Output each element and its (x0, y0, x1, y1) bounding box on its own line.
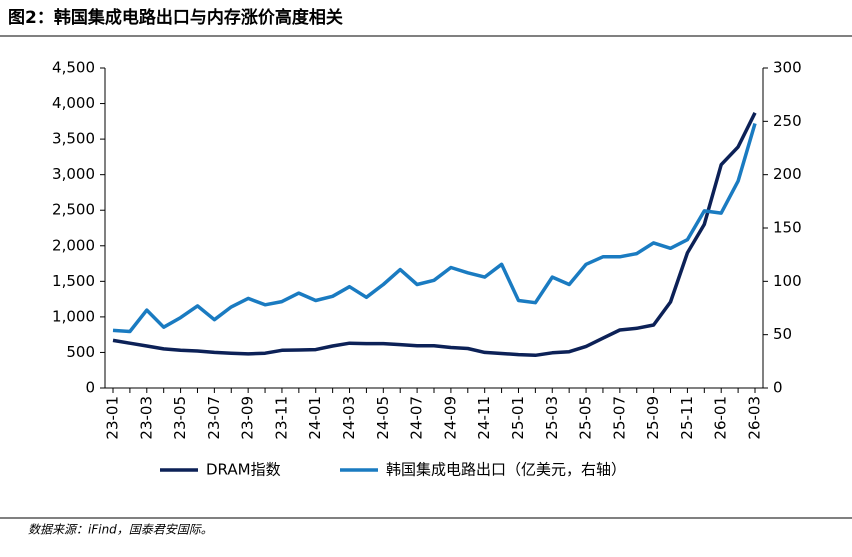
x-tick-label: 25-11 (678, 396, 696, 440)
x-tick-label: 24-09 (441, 396, 459, 440)
y-tick-label: 1,500 (52, 272, 95, 290)
y2-tick-label: 100 (773, 272, 802, 290)
y-tick-label: 4,500 (52, 59, 95, 77)
legend-label: DRAM指数 (206, 461, 281, 479)
y2-tick-label: 300 (773, 59, 802, 77)
x-tick-label: 25-03 (543, 396, 561, 440)
y2-tick-label: 250 (773, 112, 802, 130)
x-tick-label: 23-01 (104, 396, 122, 440)
x-tick-label: 24-05 (374, 396, 392, 440)
x-tick-label: 24-03 (340, 396, 358, 440)
series-line (112, 123, 757, 334)
x-tick-label: 23-09 (239, 396, 257, 440)
source-note: 数据来源：iFind，国泰君安国际。 (28, 523, 213, 537)
x-tick-label: 24-01 (306, 396, 324, 440)
y-tick-label: 3,000 (52, 165, 95, 183)
x-tick-label: 23-11 (272, 396, 290, 440)
y-tick-label: 3,500 (52, 130, 95, 148)
x-tick-label: 23-03 (137, 396, 155, 440)
x-tick-label: 26-01 (712, 396, 730, 440)
x-tick-label: 23-05 (171, 396, 189, 440)
y-tick-label: 1,000 (52, 307, 95, 325)
y-tick-label: 2,500 (52, 201, 95, 219)
x-tick-label: 23-07 (205, 396, 223, 440)
chart-title: 图2：韩国集成电路出口与内存涨价高度相关 (8, 7, 343, 28)
x-tick-label: 24-11 (475, 396, 493, 440)
legend-label: 韩国集成电路出口（亿美元，右轴） (386, 461, 626, 479)
x-tick-label: 25-07 (610, 396, 628, 440)
series-line (112, 112, 757, 358)
y2-tick-label: 50 (773, 325, 792, 343)
y2-tick-label: 200 (773, 165, 802, 183)
y2-tick-label: 0 (773, 379, 783, 397)
x-tick-label: 26-03 (746, 396, 764, 440)
x-tick-label: 25-05 (577, 396, 595, 440)
x-tick-label: 25-01 (509, 396, 527, 440)
y-tick-label: 2,000 (52, 236, 95, 254)
y-tick-label: 4,000 (52, 94, 95, 112)
y2-tick-label: 150 (773, 219, 802, 237)
x-tick-label: 25-09 (644, 396, 662, 440)
y-tick-label: 500 (66, 343, 95, 361)
x-tick-label: 24-07 (408, 396, 426, 440)
y-tick-label: 0 (85, 379, 95, 397)
